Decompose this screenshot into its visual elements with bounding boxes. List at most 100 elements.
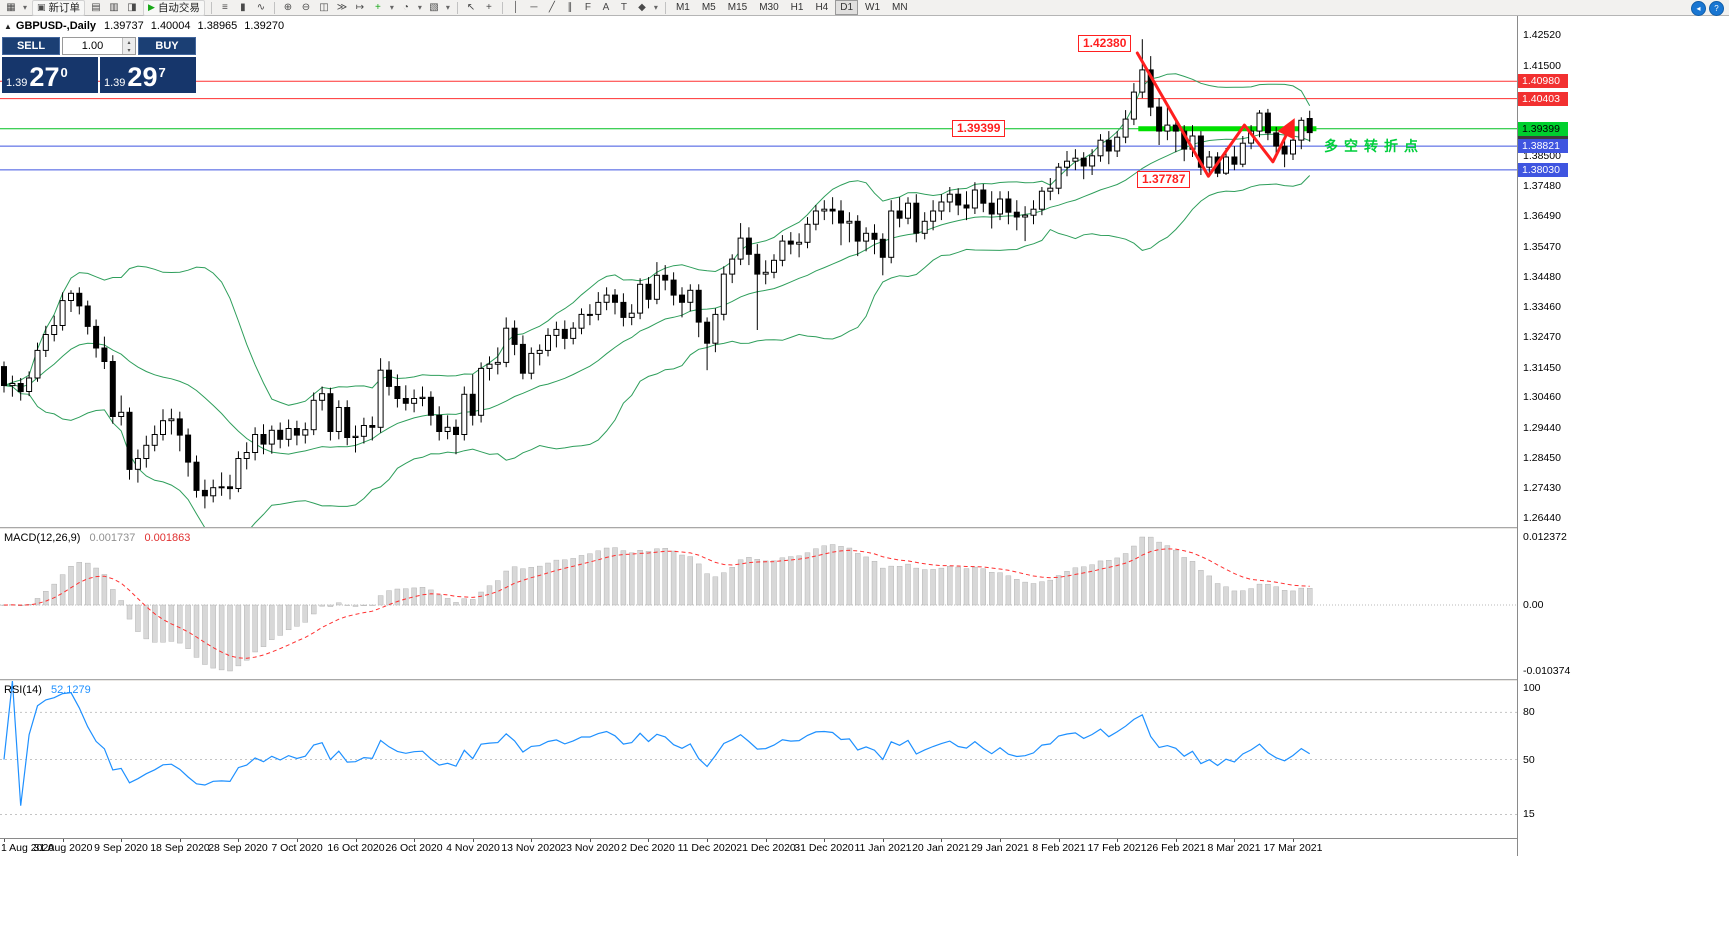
new-order-button-icon: ▣	[37, 2, 46, 12]
text-label-icon[interactable]: T	[620, 2, 627, 13]
text-icon[interactable]: A	[602, 2, 610, 13]
timeframe-d1[interactable]: D1	[835, 0, 859, 15]
timeframe-m30[interactable]: M30	[759, 2, 779, 13]
price-axis-label: 1.27430	[1523, 482, 1561, 494]
zoom-in-icon[interactable]: ⊕	[283, 2, 293, 13]
arrows-icon[interactable]: ◆	[638, 2, 646, 13]
timeframe-m5[interactable]: M5	[701, 2, 716, 13]
price-axis-label: 1.32470	[1523, 331, 1561, 343]
rsi-panel-canvas[interactable]	[0, 681, 1517, 838]
auto-scroll-icon[interactable]: ≫	[336, 2, 348, 13]
zoom-out-icon[interactable]: ⊖	[301, 2, 311, 13]
date-axis-tick	[1117, 839, 1118, 842]
volume-value[interactable]: 1.00	[81, 40, 104, 52]
macd-axis-label: 0.012372	[1523, 531, 1567, 543]
rsi-axis-label: 80	[1523, 706, 1535, 718]
trendline-icon[interactable]: ╱	[548, 2, 555, 13]
new-chart-icon[interactable]: ▦	[6, 2, 16, 13]
chart-window: ▲ GBPUSD-,Daily 1.39737 1.40004 1.38965 …	[0, 16, 1570, 856]
periods-icon[interactable]: ◔	[402, 2, 409, 13]
annotation-note-text[interactable]: 多空转折点	[1324, 138, 1424, 154]
date-axis-label: 17 Feb 2021	[1087, 842, 1147, 854]
arrows-dropdown[interactable]: ▾	[653, 3, 658, 12]
profiles-icon[interactable]: ▤	[91, 2, 101, 13]
macd-panel-canvas[interactable]	[0, 529, 1517, 679]
date-axis[interactable]: 1 Aug 2020 31 Aug 2020 9 Sep 2020 18 Sep 20…	[0, 839, 1517, 856]
macd-indicator-label: MACD(12,26,9) 0.001737 0.001863	[4, 532, 190, 544]
vertical-line-icon[interactable]: │	[512, 2, 520, 13]
toolbar-separator	[456, 1, 458, 14]
periods-dropdown[interactable]: ▾	[417, 3, 422, 12]
price-badge: 1.38821	[1518, 139, 1568, 153]
price-axis-label: 1.33460	[1523, 301, 1561, 313]
market-watch-icon[interactable]: ▥	[109, 2, 119, 13]
volume-spinner: ▴ ▾	[122, 38, 135, 54]
timeframe-m1[interactable]: M1	[675, 2, 690, 13]
date-axis-label: 11 Dec 2020	[677, 842, 737, 854]
annotation-level-price[interactable]: 1.39399	[952, 120, 1006, 137]
equidistant-channel-icon[interactable]: ∥	[567, 2, 573, 13]
price-axis-label: 1.37480	[1523, 180, 1561, 192]
volume-increase-button[interactable]: ▴	[123, 38, 135, 46]
fibonacci-icon[interactable]: F	[584, 2, 591, 13]
date-axis-label: 11 Jan 2021	[854, 842, 912, 854]
timeframe-w1[interactable]: W1	[865, 2, 881, 13]
panel-splitter[interactable]	[0, 527, 1568, 529]
bid-price-box[interactable]: 1.39 27 0	[2, 57, 98, 93]
community-icon[interactable]: ◂	[1691, 1, 1706, 16]
bid-big-digits: 27	[29, 62, 60, 92]
annotation-peak-price[interactable]: 1.42380	[1078, 35, 1132, 52]
buy-button[interactable]: BUY	[138, 37, 196, 55]
date-axis-tick	[941, 839, 942, 842]
new-chart-dropdown[interactable]: ▾	[22, 3, 27, 12]
date-axis-label: 13 Nov 2020	[501, 842, 561, 854]
trade-panel-price-row: 1.39 27 0 1.39 29 7	[2, 57, 196, 93]
auto-trading-button-label: 自动交易	[157, 2, 200, 14]
macd-name: MACD(12,26,9)	[4, 532, 81, 544]
timeframe-h1[interactable]: H1	[790, 2, 804, 13]
templates-icon[interactable]: ▧	[429, 2, 439, 13]
line-chart-icon[interactable]: ∿	[256, 2, 266, 13]
rsi-value: 52.1279	[50, 684, 91, 696]
timeframe-mn[interactable]: MN	[892, 2, 908, 13]
price-axis[interactable]: 1.42520 1.41500 1.38500 1.37480 1.36490 1.354…	[1517, 16, 1570, 856]
volume-field[interactable]: 1.00 ▴ ▾	[62, 37, 136, 55]
volume-decrease-button[interactable]: ▾	[123, 46, 135, 54]
horizontal-line-icon[interactable]: ─	[530, 2, 538, 13]
price-badge: 1.39399	[1518, 122, 1568, 136]
date-axis-tick	[1176, 839, 1177, 842]
macd-axis-label: 0.00	[1523, 599, 1544, 611]
timeframe-h4[interactable]: H4	[815, 2, 829, 13]
cursor-icon[interactable]: ↖	[466, 2, 476, 13]
auto-trading-button[interactable]: ▶ 自动交易	[143, 0, 205, 16]
date-axis-tick	[238, 839, 239, 842]
help-icon[interactable]: ?	[1709, 1, 1724, 16]
crosshair-icon[interactable]: +	[486, 2, 492, 13]
rsi-name: RSI(14)	[4, 684, 42, 696]
date-axis-label: 17 Mar 2021	[1263, 842, 1323, 854]
annotation-low-price[interactable]: 1.37787	[1137, 171, 1191, 188]
ask-price-box[interactable]: 1.39 29 7	[100, 57, 196, 93]
ohlc-low: 1.38965	[197, 20, 238, 32]
chart-title: ▲ GBPUSD-,Daily 1.39737 1.40004 1.38965 …	[4, 20, 291, 32]
bar-chart-icon[interactable]: ≡	[222, 2, 228, 13]
candlestick-chart-icon[interactable]: ▮	[240, 2, 246, 13]
timeframe-m15[interactable]: M15	[727, 2, 748, 13]
date-axis-tick	[180, 839, 181, 842]
main-chart-canvas[interactable]	[0, 16, 1517, 527]
indicators-icon[interactable]: +	[375, 2, 381, 13]
chart-shift-icon[interactable]: ↦	[355, 2, 365, 13]
sell-button[interactable]: SELL	[2, 37, 60, 55]
templates-dropdown[interactable]: ▾	[445, 3, 450, 12]
indicators-dropdown[interactable]: ▾	[389, 3, 394, 12]
tile-windows-icon[interactable]: ◫	[319, 2, 329, 13]
toolbar-separator	[273, 1, 275, 14]
date-axis-label: 21 Dec 2020	[736, 842, 796, 854]
new-order-button[interactable]: ▣ 新订单	[32, 0, 86, 16]
panel-splitter[interactable]	[0, 679, 1568, 681]
collapse-icon[interactable]: ▲	[4, 21, 12, 31]
toolbar-items: ▦ ▾ ▣ 新订单 ▤ ▥ ◨ ▶ 自动交易 ≡ ▮ ∿ ⊕ ⊖ ◫ ≫ ↦ + ▾ ◔ ▾ ▧ ▾ ↖ + │ ─ ╱ ∥ F A T ◆ ▾ M…	[2, 0, 914, 16]
chart-title-symbol: GBPUSD-,Daily	[15, 20, 96, 32]
data-window-icon[interactable]: ◨	[127, 2, 137, 13]
ask-big-digits: 29	[127, 62, 158, 92]
